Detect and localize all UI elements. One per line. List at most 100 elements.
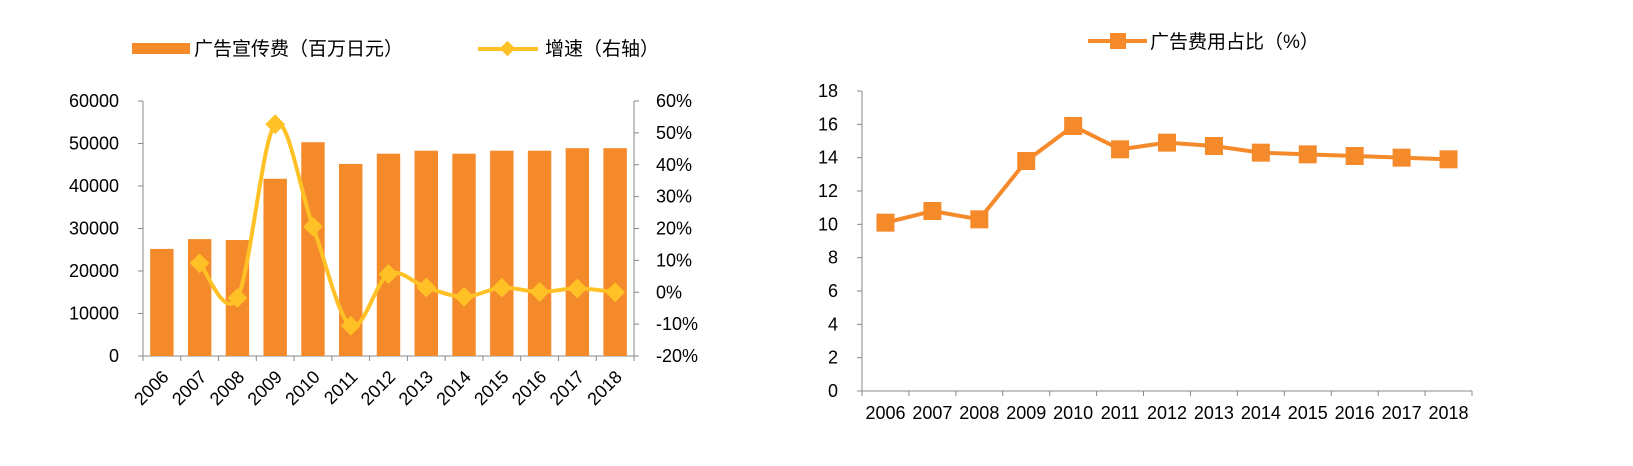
left-y-tick-label: 50000	[69, 134, 119, 154]
ad-ratio-point-2016	[1345, 147, 1364, 165]
left-y-tick-label: 0	[109, 346, 119, 366]
y-tick-label: 2	[828, 348, 838, 368]
growth-point-2014	[454, 286, 474, 307]
growth-point-2017	[567, 278, 588, 299]
tick-labels-right-chart: 0 2 4 6 8 10 12 14 16 18 2006 2007 2008 2009 2010 2011 2…	[818, 81, 1469, 423]
ad-ratio-point-2013	[1204, 137, 1223, 155]
x-tick-label: 2013	[1194, 403, 1234, 423]
right-y-tick-label: 10%	[656, 250, 692, 270]
bar-2015	[490, 150, 514, 356]
legend-swatch-bar	[132, 43, 190, 54]
bar-2011	[339, 163, 363, 356]
ad-ratio-point-2014	[1251, 143, 1270, 162]
left-y-tick-label: 10000	[69, 304, 119, 324]
x-tick-label: 2006	[130, 367, 172, 409]
x-tick-label: 2012	[1147, 403, 1187, 423]
legend-left-chart: 广告宣传费（百万日元） 增速（右轴）	[132, 38, 659, 60]
x-tick-label: 2018	[1429, 403, 1469, 423]
bar-2006	[150, 248, 174, 356]
right-y-tick-label: -20%	[656, 346, 698, 366]
growth-point-2015	[491, 277, 512, 298]
x-tick-label: 2018	[583, 367, 625, 409]
bar-2014	[452, 153, 476, 356]
ad-ratio-point-2018	[1439, 150, 1458, 169]
x-tick-label: 2007	[912, 403, 952, 423]
right-y-tick-label: 60%	[656, 91, 692, 111]
bar-2017	[565, 148, 590, 356]
right-y-tick-label: 0%	[656, 282, 682, 302]
chart-ad-ratio: 广告费用占比（%） 0 2 4 6 8 10 12 14 16 18 2006 2007 2008 200…	[818, 31, 1473, 423]
ad-ratio-point-2015	[1298, 145, 1317, 164]
bar-2013	[414, 150, 438, 356]
y-tick-label: 8	[828, 248, 838, 268]
legend-label-bar: 广告宣传费（百万日元）	[194, 38, 403, 60]
x-tick-label: 2009	[1006, 403, 1046, 423]
growth-point-2016	[529, 282, 550, 302]
legend-marker-square	[1110, 33, 1126, 49]
right-y-tick-label: 30%	[656, 187, 692, 207]
bar-2010	[301, 142, 325, 356]
y-tick-label: 14	[818, 148, 838, 168]
growth-point-2013	[416, 277, 437, 298]
x-tick-label: 2010	[1053, 403, 1093, 423]
x-tick-label: 2010	[281, 367, 323, 409]
right-y-tick-label: -10%	[656, 314, 698, 334]
bar-2007	[187, 239, 212, 356]
ad-ratio-point-2017	[1392, 148, 1411, 167]
growth-point-2007	[189, 253, 210, 274]
right-y-tick-label: 40%	[656, 155, 692, 175]
ad-ratio-point-2006	[876, 213, 895, 232]
ad-ratio-point-2009	[1017, 152, 1036, 170]
y-tick-label: 4	[828, 314, 838, 334]
y-tick-label: 10	[818, 214, 838, 234]
x-tick-label: 2006	[865, 403, 905, 423]
bar-2012	[376, 153, 401, 356]
x-tick-label: 2014	[432, 367, 474, 409]
bars-ad-spend	[150, 142, 627, 356]
right-y-tick-label: 50%	[656, 123, 692, 143]
ad-ratio-point-2008	[970, 210, 989, 229]
growth-line-path	[198, 121, 616, 329]
x-tick-label: 2008	[206, 367, 248, 409]
x-tick-label: 2017	[546, 367, 588, 409]
x-tick-label: 2016	[1335, 403, 1375, 423]
x-tick-label: 2017	[1382, 403, 1422, 423]
left-y-tick-label: 30000	[69, 219, 119, 239]
x-tick-label: 2013	[395, 367, 437, 409]
x-tick-label: 2016	[508, 367, 550, 409]
line-ad-ratio	[876, 117, 1458, 232]
x-tick-label: 2008	[959, 403, 999, 423]
bar-2009	[263, 178, 287, 356]
growth-point-2010	[303, 216, 323, 237]
x-tick-label: 2011	[320, 367, 362, 409]
growth-point-2012	[378, 264, 399, 284]
bar-2016	[527, 150, 552, 356]
growth-point-2008	[227, 288, 248, 308]
legend-label-line: 增速（右轴）	[545, 38, 659, 60]
x-tick-label: 2012	[357, 367, 399, 409]
x-tick-label: 2007	[168, 367, 210, 409]
x-tick-label: 2009	[244, 367, 286, 409]
ad-ratio-point-2012	[1158, 133, 1176, 152]
y-tick-label: 18	[818, 81, 838, 101]
chart-ad-spend: 广告宣传费（百万日元） 增速（右轴） 0 10000 20000 30000 40000…	[69, 38, 698, 409]
x-tick-label: 2011	[1101, 403, 1140, 423]
legend-right-chart: 广告费用占比（%）	[1088, 31, 1319, 53]
ad-ratio-point-2007	[923, 202, 942, 220]
x-tick-label: 2014	[1241, 403, 1281, 423]
growth-point-2009	[265, 114, 286, 135]
x-tick-label: 2015	[1288, 403, 1328, 423]
right-y-tick-label: 20%	[656, 219, 692, 239]
legend-marker-diamond	[499, 40, 516, 57]
left-y-tick-label: 20000	[69, 261, 119, 281]
line-growth	[189, 114, 626, 336]
ad-ratio-point-2010	[1064, 117, 1083, 135]
left-y-tick-label: 40000	[69, 176, 119, 196]
x-tick-label: 2015	[470, 367, 512, 409]
left-y-tick-label: 60000	[69, 91, 119, 111]
growth-point-2011	[340, 315, 361, 336]
axes-right-chart	[857, 90, 1473, 396]
y-tick-label: 12	[818, 181, 838, 201]
y-tick-label: 16	[818, 114, 838, 134]
